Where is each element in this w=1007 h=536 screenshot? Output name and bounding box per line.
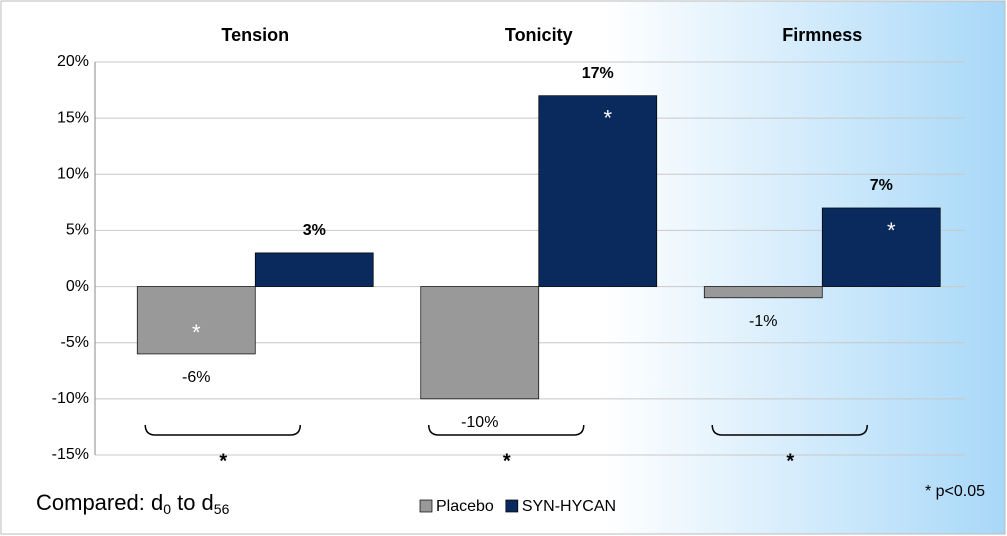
significance-star: * [887, 218, 896, 243]
legend-swatch [505, 499, 519, 513]
y-tick-label: -5% [61, 334, 89, 351]
value-label: 17% [582, 65, 614, 82]
category-label: Firmness [782, 25, 862, 45]
value-label: 7% [870, 177, 893, 194]
brace [711, 424, 868, 436]
group-significance-star: * [786, 450, 794, 472]
value-label: -1% [749, 313, 777, 330]
y-tick-label: -10% [52, 390, 89, 407]
y-tick-label: -15% [52, 446, 89, 463]
group-significance-star: * [219, 450, 227, 472]
value-label: -10% [461, 414, 498, 431]
significance-star: * [603, 105, 612, 130]
comparison-note: Compared: d0 to d56 [36, 490, 230, 517]
y-tick-label: 5% [66, 222, 89, 239]
y-tick-label: 20% [57, 53, 89, 70]
y-tick-label: 10% [57, 166, 89, 183]
category-label: Tension [221, 25, 289, 45]
bar [420, 286, 540, 400]
footnote: * p<0.05 [925, 483, 985, 500]
value-label: 3% [303, 222, 326, 239]
legend-swatch [419, 499, 433, 513]
value-label: -6% [182, 369, 210, 386]
bar [136, 286, 256, 355]
bar [538, 95, 658, 287]
group-significance-star: * [503, 450, 511, 472]
legend-label: Placebo [436, 498, 494, 515]
significance-star: * [192, 320, 201, 345]
y-tick-label: 0% [66, 278, 89, 295]
category-label: Tonicity [505, 25, 573, 45]
bar [703, 286, 823, 299]
y-tick-label: 15% [57, 109, 89, 126]
bar [254, 252, 374, 287]
brace [428, 424, 585, 436]
legend-label: SYN-HYCAN [522, 498, 616, 515]
brace [144, 424, 301, 436]
bar [821, 207, 941, 287]
